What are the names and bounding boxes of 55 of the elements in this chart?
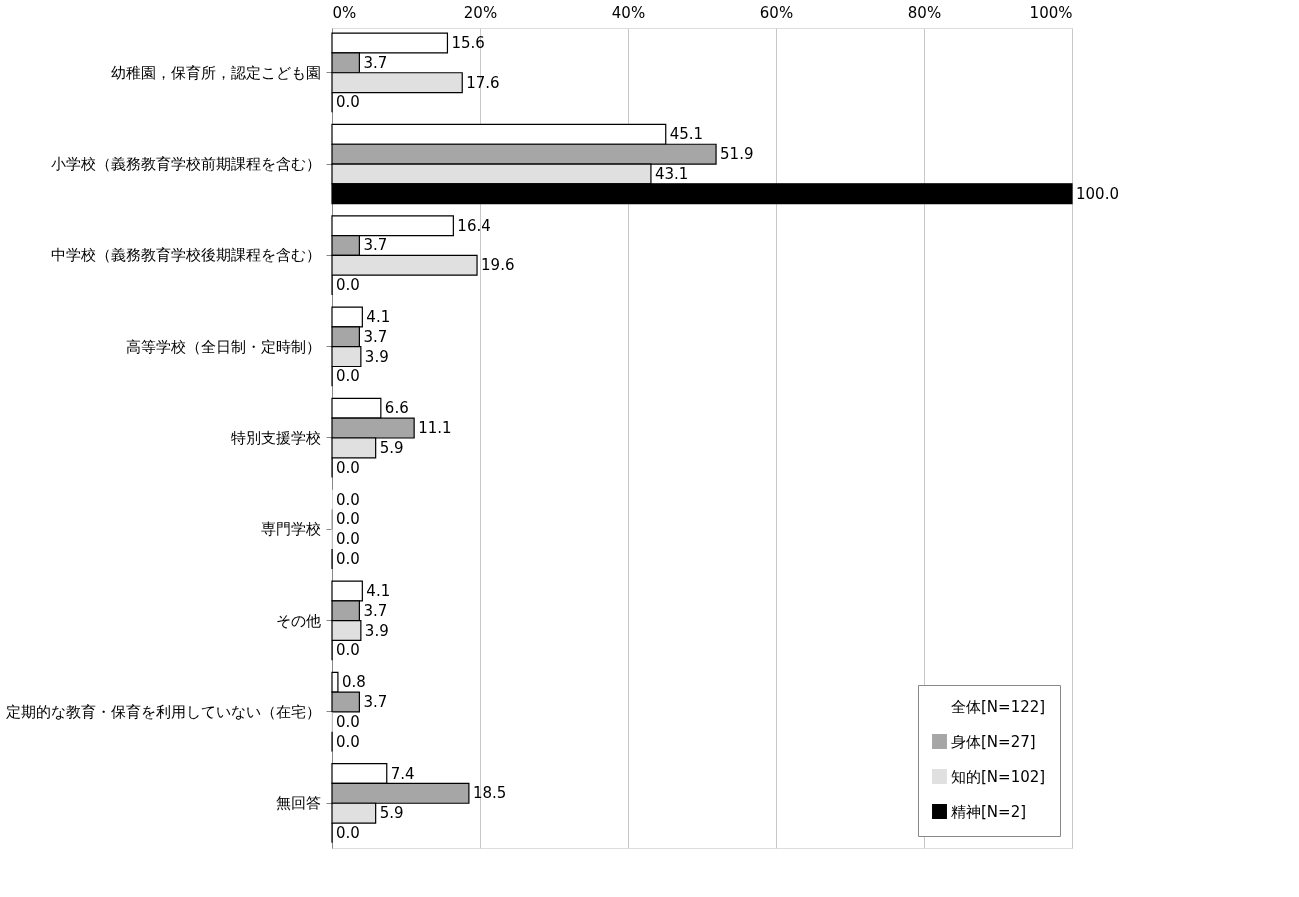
data-label: 0.0: [336, 276, 360, 295]
data-label: 3.9: [364, 347, 389, 366]
y-tick-label: 特別支援学校: [230, 429, 321, 447]
y-tick-label: 専門学校: [260, 520, 321, 539]
data-label: 0.0: [336, 93, 360, 112]
data-label: 3.7: [363, 601, 388, 620]
x-tick-label: 40%: [611, 3, 646, 22]
data-label: 18.5: [472, 784, 507, 803]
x-tick-label: 100%: [1029, 3, 1073, 22]
data-label: 3.7: [363, 53, 388, 72]
x-tick-label: 60%: [759, 3, 794, 22]
data-label: 4.1: [366, 308, 391, 326]
y-tick-label: その他: [275, 611, 321, 630]
data-label: 0.0: [336, 550, 360, 568]
data-label: 51.9: [720, 145, 754, 164]
data-label: 0.0: [336, 530, 360, 549]
data-label: 0.0: [336, 641, 360, 660]
data-label: 3.7: [363, 236, 388, 255]
x-tick-label: 80%: [907, 3, 942, 22]
legend-label: 知的[N=102]: [951, 767, 1046, 786]
data-label: 0.0: [336, 510, 360, 529]
data-label: 45.1: [669, 125, 704, 144]
text: 全体[N=122]: [951, 697, 1046, 716]
data-label: 3.7: [363, 693, 388, 712]
y-tick-label: 定期的な教育・保育を利用していない（在宅）: [5, 702, 321, 721]
legend-label: 身体[N=27]: [951, 732, 1036, 751]
data-label: 7.4: [390, 764, 415, 783]
data-label: 0.0: [336, 458, 360, 477]
data-label: 11.1: [418, 419, 452, 438]
data-label: 16.4: [457, 216, 491, 235]
data-label: 0.0: [336, 732, 360, 751]
y-tick-label: 幼稚園，保育所，認定こども園: [110, 63, 321, 82]
y-tick-label: 高等学校（全日制・定時制）: [125, 337, 321, 356]
data-label: 15.6: [451, 34, 485, 53]
data-label: 4.1: [366, 581, 391, 600]
y-tick-label: 無回答: [275, 794, 321, 813]
data-label: 100.0: [1076, 184, 1119, 203]
x-tick-label: 0%: [332, 3, 357, 22]
data-label: 3.7: [363, 327, 388, 346]
data-label: 0.0: [336, 712, 360, 731]
data-label: 0.0: [336, 490, 360, 509]
data-label: 0.8: [341, 673, 366, 692]
data-label: 17.6: [466, 73, 500, 92]
data-label: 5.9: [379, 804, 404, 823]
y-tick-label: 中学校（義務教育学校後期課程を含む）: [50, 246, 321, 265]
data-label: 0.0: [336, 823, 360, 842]
y-tick-label: 小学校（義務教育学校前期課程を含む）: [50, 155, 321, 174]
data-label: 5.9: [379, 438, 404, 457]
data-label: 0.0: [336, 367, 360, 386]
data-label: 6.6: [384, 399, 409, 418]
data-label: 43.1: [654, 164, 689, 183]
x-tick-label: 20%: [463, 3, 498, 22]
data-label: 19.6: [481, 256, 515, 275]
data-label: 3.9: [364, 621, 389, 640]
legend-label: 精神[N=2]: [951, 802, 1027, 821]
